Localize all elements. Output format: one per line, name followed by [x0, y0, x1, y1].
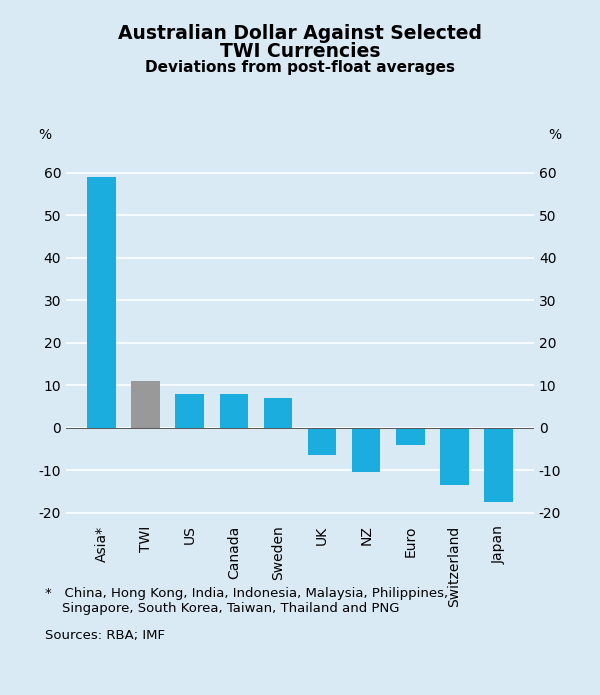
Text: Sources: RBA; IMF: Sources: RBA; IMF: [45, 629, 165, 642]
Text: Deviations from post-float averages: Deviations from post-float averages: [145, 60, 455, 76]
Bar: [175, 394, 204, 428]
Bar: [484, 428, 513, 502]
Bar: [87, 177, 116, 428]
Text: Australian Dollar Against Selected: Australian Dollar Against Selected: [118, 24, 482, 43]
Text: TWI Currencies: TWI Currencies: [220, 42, 380, 60]
Bar: [396, 428, 425, 445]
Bar: [263, 398, 292, 428]
Bar: [440, 428, 469, 485]
Text: %: %: [548, 129, 562, 142]
Text: %: %: [38, 129, 52, 142]
Bar: [352, 428, 380, 473]
Bar: [308, 428, 337, 455]
Bar: [131, 381, 160, 428]
Text: *   China, Hong Kong, India, Indonesia, Malaysia, Philippines,
    Singapore, So: * China, Hong Kong, India, Indonesia, Ma…: [45, 587, 448, 615]
Bar: [220, 394, 248, 428]
